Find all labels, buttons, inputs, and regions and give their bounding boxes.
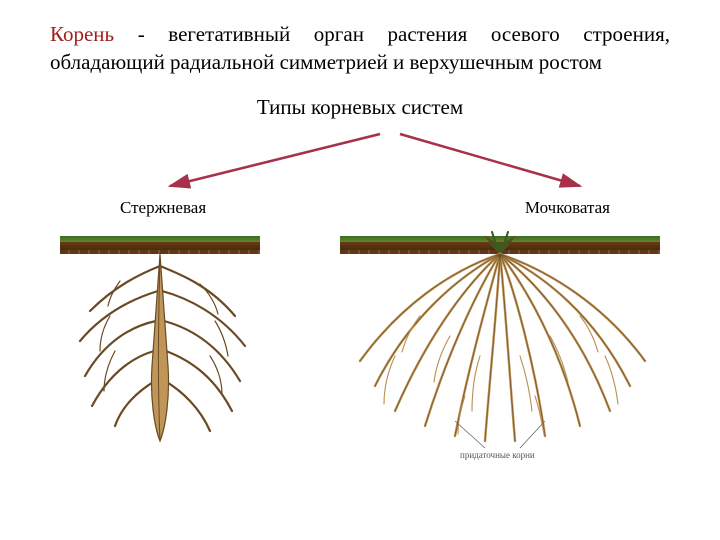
fibrous-diagram: придаточные корни [340,226,660,466]
labels-row: Стержневая Мочковатая [50,198,670,218]
definition-text: Корень - вегетативный орган растения осе… [50,20,670,77]
definition-body: - вегетативный орган растения осевого ст… [50,22,670,74]
arrows-layer [50,128,670,198]
fibrous-svg [340,226,660,466]
subtitle: Типы корневых систем [50,95,670,120]
label-taproot: Стержневая [120,198,206,218]
images-row: придаточные корни [50,226,670,466]
arrow-right [400,134,580,186]
arrows-svg [50,128,670,198]
taproot-svg [60,226,260,446]
arrow-left [170,134,380,186]
definition-term: Корень [50,22,114,46]
label-fibrous: Мочковатая [525,198,610,218]
fibrous-callout-label: придаточные корни [460,450,535,460]
taproot-diagram [60,226,260,446]
